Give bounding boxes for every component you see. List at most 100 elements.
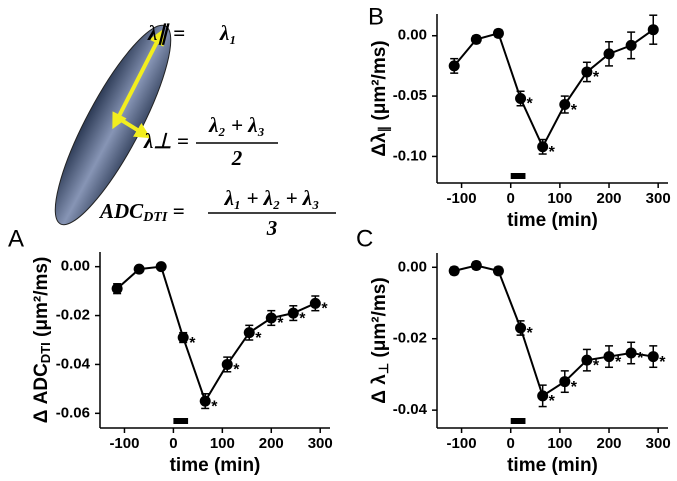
diagram: λ∥ = λ₁ λ⊥ = λ₂ + λ₃ 2 ADCDTI = λ₁ + λ₂ … bbox=[54, 21, 336, 240]
point bbox=[155, 261, 167, 273]
y-label-part: (μm²/ms) bbox=[369, 40, 390, 126]
x-tick-label: 100 bbox=[547, 190, 572, 207]
point bbox=[265, 312, 277, 324]
point-label: * bbox=[571, 379, 578, 396]
point-label: * bbox=[549, 393, 556, 410]
series-line bbox=[116, 265, 316, 404]
stimulus-bar bbox=[510, 173, 526, 179]
point bbox=[470, 33, 482, 45]
eq-denominator: 2 bbox=[231, 146, 243, 170]
y-label-sub: ∥ bbox=[376, 126, 392, 133]
panel-label: A bbox=[8, 225, 24, 252]
point bbox=[243, 327, 255, 339]
point bbox=[199, 395, 211, 407]
point bbox=[133, 263, 145, 275]
y-axis-label: Δ ADCDTI (μm²/ms) bbox=[31, 257, 53, 424]
stimulus-bar bbox=[510, 418, 526, 424]
x-tick-label: 0 bbox=[507, 190, 515, 207]
point bbox=[492, 265, 504, 277]
y-axis-label: Δ λ⊥ (μm²/ms) bbox=[369, 277, 391, 403]
point bbox=[625, 39, 637, 51]
point bbox=[309, 297, 321, 309]
point-label: * bbox=[277, 315, 284, 332]
x-tick-label: 300 bbox=[646, 435, 671, 452]
point bbox=[287, 307, 299, 319]
point bbox=[448, 60, 460, 72]
panel-label: B bbox=[368, 3, 384, 30]
parallel-arrow bbox=[112, 28, 164, 130]
x-tick-label: 100 bbox=[547, 435, 572, 452]
y-axis-label: Δλ∥ (μm²/ms) bbox=[369, 40, 392, 156]
point bbox=[111, 283, 123, 295]
y-label-part: Δλ bbox=[369, 132, 390, 157]
point bbox=[537, 390, 549, 402]
x-tick-label: 300 bbox=[308, 435, 333, 452]
x-tick-label: 300 bbox=[646, 190, 671, 207]
y-tick-label: -0.10 bbox=[393, 147, 427, 164]
y-tick-label: 0.00 bbox=[398, 258, 427, 275]
y-tick-label: -0.05 bbox=[393, 87, 427, 104]
chart: B 0.00 -0.05 -0.10 -100 0 100 200 300 time (min) Δ… bbox=[368, 3, 671, 231]
point bbox=[492, 27, 504, 39]
panel-label: C bbox=[356, 225, 373, 252]
point bbox=[177, 332, 189, 344]
eq-numerator: λ₂ + λ₃ bbox=[208, 113, 265, 137]
x-tick-label: 200 bbox=[597, 435, 622, 452]
point bbox=[515, 322, 527, 334]
x-tick-label: 100 bbox=[210, 435, 235, 452]
y-tick-label: -0.02 bbox=[393, 330, 427, 347]
eq-numerator: λ₁ + λ₂ + λ₃ bbox=[224, 186, 320, 210]
x-tick-label: 200 bbox=[259, 435, 284, 452]
point-label: * bbox=[593, 69, 600, 86]
point-label: * bbox=[527, 96, 534, 113]
x-tick-label: -100 bbox=[447, 435, 477, 452]
eq-lhs: ADCDTI = bbox=[98, 199, 185, 225]
series-line bbox=[453, 28, 654, 150]
y-label-part: Δ ADC bbox=[31, 363, 52, 423]
point bbox=[625, 347, 637, 359]
perp-arrow bbox=[116, 116, 151, 139]
point bbox=[581, 66, 593, 78]
point bbox=[448, 265, 460, 277]
x-axis-label: time (min) bbox=[507, 210, 598, 231]
point bbox=[581, 354, 593, 366]
y-label-part: (μm²/ms) bbox=[369, 277, 390, 363]
y-tick-label: 0.00 bbox=[61, 258, 90, 275]
y-tick-label: -0.02 bbox=[56, 307, 90, 324]
x-axis-label: time (min) bbox=[507, 455, 598, 476]
point-label: * bbox=[593, 357, 600, 374]
point-label: * bbox=[211, 398, 218, 415]
eq-denominator: 3 bbox=[266, 216, 278, 240]
point-label: * bbox=[321, 301, 328, 318]
point bbox=[647, 24, 659, 36]
point-label: * bbox=[527, 325, 534, 342]
y-tick-label: -0.04 bbox=[393, 401, 428, 418]
eq-rhs: λ₁ bbox=[219, 21, 237, 45]
y-label-part: (μm²/ms) bbox=[31, 257, 52, 343]
point-label: * bbox=[615, 354, 622, 371]
x-tick-label: -100 bbox=[109, 435, 139, 452]
point-label: * bbox=[299, 310, 306, 327]
point bbox=[559, 376, 571, 388]
x-tick-label: 0 bbox=[507, 435, 515, 452]
eq-sub: DTI bbox=[142, 210, 168, 225]
point-label: * bbox=[659, 354, 666, 371]
point bbox=[603, 48, 615, 60]
y-label-sub: DTI bbox=[38, 342, 53, 363]
point bbox=[559, 99, 571, 111]
x-tick-label: 200 bbox=[597, 190, 622, 207]
y-tick-label: 0.00 bbox=[398, 27, 427, 44]
x-axis-label: time (min) bbox=[170, 455, 261, 476]
point-label: * bbox=[255, 330, 262, 347]
point bbox=[515, 93, 527, 104]
eq-lhs: λ∥ = bbox=[147, 21, 185, 45]
point-label: * bbox=[571, 102, 578, 119]
point-label: * bbox=[233, 362, 240, 379]
stimulus-bar bbox=[173, 418, 189, 424]
y-tick-label: -0.06 bbox=[56, 404, 90, 421]
eq-lhs: λ⊥ = bbox=[143, 129, 189, 153]
point-label: * bbox=[637, 350, 644, 367]
y-label-sub: ⊥ bbox=[376, 363, 391, 374]
point bbox=[537, 141, 549, 153]
